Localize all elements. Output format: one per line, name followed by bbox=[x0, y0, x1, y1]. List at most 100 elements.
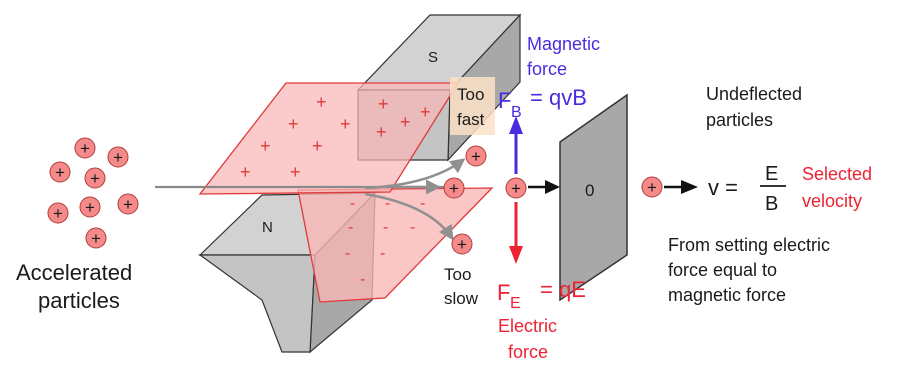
particle-cluster: + bbox=[47, 202, 69, 224]
svg-text:+: + bbox=[240, 162, 251, 182]
plus-circle-icon bbox=[641, 176, 663, 198]
particle-symbol: + bbox=[80, 139, 90, 158]
accelerated-label-line1: Accelerated bbox=[16, 260, 132, 285]
svg-text:-: - bbox=[420, 195, 425, 212]
particle-cluster: + bbox=[117, 193, 139, 215]
selected-velocity-label: Selected velocity bbox=[802, 164, 872, 211]
magnetic-force-equation: F B = qvB bbox=[498, 85, 587, 121]
output-arrow bbox=[664, 180, 698, 194]
south-pole-label: S bbox=[428, 49, 438, 66]
svg-text:= qE: = qE bbox=[540, 277, 586, 302]
positive-plate-signs: + + + + + + + + + + + bbox=[240, 92, 431, 182]
particle-beam bbox=[155, 158, 466, 241]
particle-cluster: + bbox=[79, 196, 101, 218]
svg-text:v =: v = bbox=[708, 175, 738, 200]
svg-text:+: + bbox=[400, 112, 411, 132]
magnetic-force-label: Magnetic force bbox=[527, 34, 600, 79]
magnetic-force-arrow bbox=[509, 116, 523, 174]
accelerated-label-line2: particles bbox=[38, 288, 120, 313]
svg-text:+: + bbox=[376, 122, 387, 142]
explanation-line1: From setting electric bbox=[668, 235, 830, 255]
beam-to-aperture-arrow bbox=[528, 180, 560, 194]
plus-circle-icon bbox=[74, 137, 96, 159]
svg-text:Selected: Selected bbox=[802, 164, 872, 184]
svg-text:fast: fast bbox=[457, 110, 485, 129]
particle-symbol: + bbox=[85, 198, 95, 217]
svg-text:force: force bbox=[527, 59, 567, 79]
svg-text:+: + bbox=[312, 136, 323, 156]
plus-circle-icon bbox=[443, 177, 465, 199]
north-pole-label: N bbox=[262, 219, 273, 236]
negative-plate-signs: - - - - - - - - - bbox=[345, 195, 425, 288]
plus-circle-icon bbox=[465, 145, 487, 167]
particle-symbol: + bbox=[55, 163, 65, 182]
svg-text:+: + bbox=[378, 94, 389, 114]
svg-text:-: - bbox=[410, 219, 415, 236]
particle-cluster: + bbox=[85, 227, 107, 249]
particle-symbol: + bbox=[471, 147, 481, 166]
svg-text:E: E bbox=[765, 163, 778, 185]
svg-text:+: + bbox=[420, 102, 431, 122]
svg-text:+: + bbox=[340, 114, 351, 134]
aperture-plate: 0 bbox=[559, 93, 628, 302]
svg-text:-: - bbox=[348, 219, 353, 236]
particle-cluster: + bbox=[84, 167, 106, 189]
velocity-equation: v = E B bbox=[708, 163, 786, 215]
electric-force-equation: F E = qE bbox=[497, 277, 586, 312]
svg-text:Too: Too bbox=[457, 85, 484, 104]
svg-text:-: - bbox=[360, 271, 365, 288]
undeflected-label-line1: Undeflected bbox=[706, 84, 802, 104]
aperture-label: 0 bbox=[585, 181, 594, 200]
too-slow-label-line1: Too bbox=[444, 265, 471, 284]
explanation-line3: magnetic force bbox=[668, 285, 786, 305]
too-fast-trajectory bbox=[364, 158, 466, 190]
particle-symbol: + bbox=[449, 179, 459, 198]
undeflected-label-line2: particles bbox=[706, 110, 773, 130]
svg-text:= qvB: = qvB bbox=[530, 85, 587, 110]
plus-circle-icon bbox=[79, 196, 101, 218]
particle-entering: + bbox=[443, 177, 465, 199]
positive-plate: + + + + + + + + + + + bbox=[198, 82, 460, 195]
plus-circle-icon bbox=[85, 227, 107, 249]
svg-text:velocity: velocity bbox=[802, 191, 862, 211]
svg-text:-: - bbox=[385, 195, 390, 212]
svg-text:-: - bbox=[350, 195, 355, 212]
svg-text:Magnetic: Magnetic bbox=[527, 34, 600, 54]
particle-cluster: + bbox=[49, 161, 71, 183]
electric-force-label: Electric force bbox=[498, 316, 557, 362]
svg-text:Electric: Electric bbox=[498, 316, 557, 336]
svg-text:+: + bbox=[260, 136, 271, 156]
particle-symbol: + bbox=[91, 229, 101, 248]
svg-text:F: F bbox=[498, 88, 511, 113]
plus-circle-icon bbox=[451, 233, 473, 255]
particle-symbol: + bbox=[511, 179, 521, 198]
svg-text:-: - bbox=[380, 245, 385, 262]
svg-text:F: F bbox=[497, 280, 510, 305]
svg-text:B: B bbox=[765, 193, 778, 215]
particle-center: + bbox=[505, 177, 527, 199]
explanation-line2: force equal to bbox=[668, 260, 777, 280]
plus-circle-icon bbox=[84, 167, 106, 189]
plus-circle-icon bbox=[47, 202, 69, 224]
svg-text:force: force bbox=[508, 342, 548, 362]
svg-text:E: E bbox=[510, 295, 521, 312]
particle-symbol: + bbox=[123, 195, 133, 214]
too-slow-label-line2: slow bbox=[444, 289, 479, 308]
particle-too-slow: + bbox=[451, 233, 473, 255]
particle-symbol: + bbox=[90, 169, 100, 188]
particle-symbol: + bbox=[53, 204, 63, 223]
too-slow-trajectory bbox=[364, 192, 454, 241]
plus-circle-icon bbox=[505, 177, 527, 199]
svg-text:+: + bbox=[288, 114, 299, 134]
svg-text:-: - bbox=[383, 219, 388, 236]
particle-cluster: + bbox=[74, 137, 96, 159]
particle-symbol: + bbox=[457, 235, 467, 254]
plus-circle-icon bbox=[49, 161, 71, 183]
particle-cluster: + bbox=[107, 146, 129, 168]
particles: + ++ +++ ++++ +++ bbox=[47, 137, 663, 255]
particle-selected: + bbox=[641, 176, 663, 198]
particle-symbol: + bbox=[647, 178, 657, 197]
too-fast-label: Too fast bbox=[450, 77, 495, 135]
svg-text:-: - bbox=[345, 245, 350, 262]
